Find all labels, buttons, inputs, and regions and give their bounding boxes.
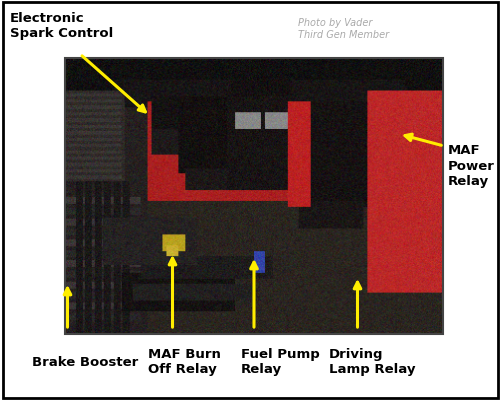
Text: Brake Booster: Brake Booster xyxy=(32,356,139,368)
Text: Electronic
Spark Control: Electronic Spark Control xyxy=(10,12,113,40)
Text: Fuel Pump
Relay: Fuel Pump Relay xyxy=(241,348,320,376)
Text: Driving
Lamp Relay: Driving Lamp Relay xyxy=(329,348,416,376)
Text: Photo by Vader
Third Gen Member: Photo by Vader Third Gen Member xyxy=(298,18,388,40)
Text: MAF Burn
Off Relay: MAF Burn Off Relay xyxy=(148,348,220,376)
Text: MAF
Power
Relay: MAF Power Relay xyxy=(448,144,494,188)
Bar xyxy=(65,58,442,334)
